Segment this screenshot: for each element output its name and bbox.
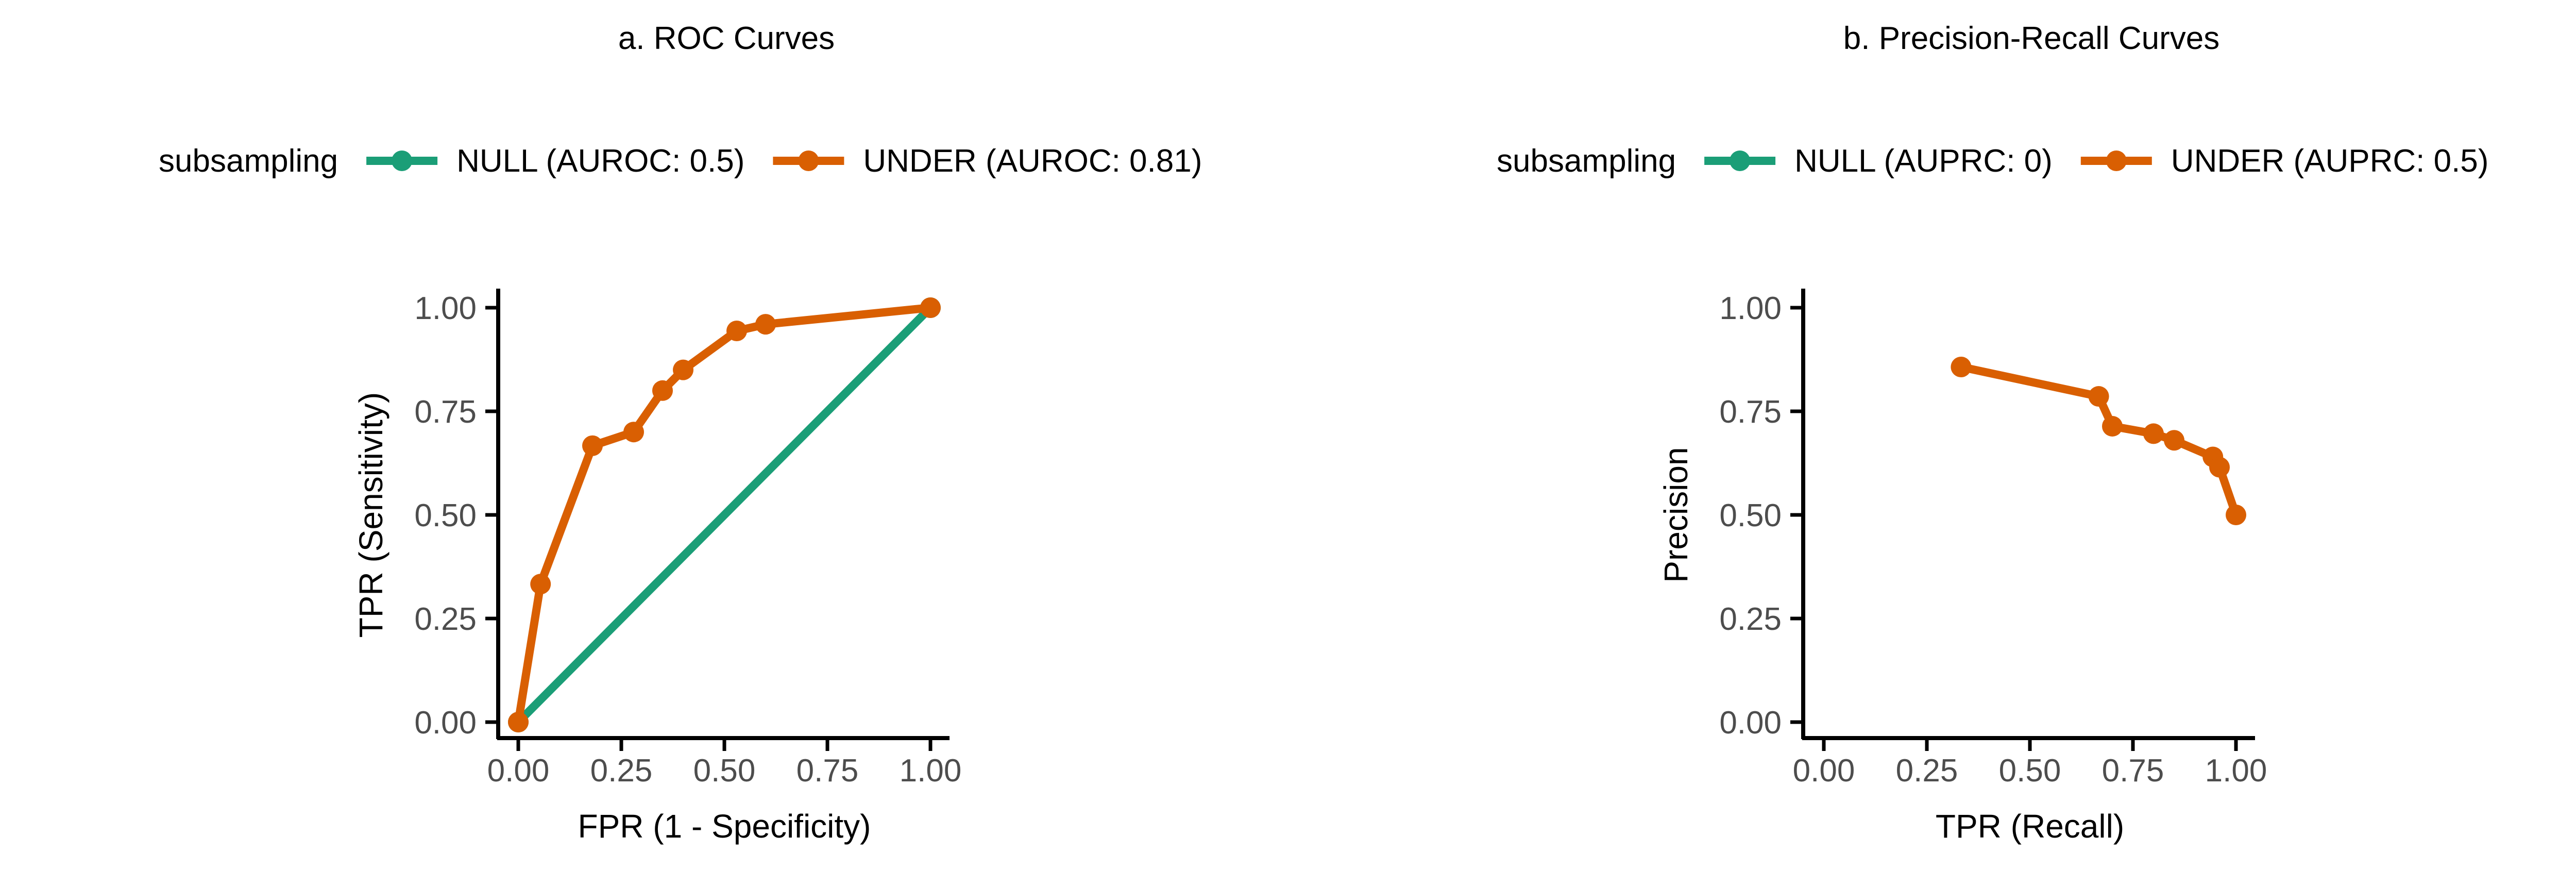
y-tick-label: 0.50 — [414, 498, 477, 533]
x-tick-label: 0.25 — [1896, 753, 1958, 789]
legend-title: subsampling — [159, 143, 338, 179]
data-point — [1951, 356, 1972, 377]
legend-title: subsampling — [1497, 143, 1676, 179]
x-tick-label: 0.75 — [2102, 753, 2164, 789]
y-tick-label: 1.00 — [1719, 291, 1782, 326]
data-point — [582, 435, 603, 456]
data-point — [2102, 415, 2123, 437]
data-point — [508, 712, 529, 732]
chart-panel-pr: b. Precision-Recall Curves subsampling NUL… — [1497, 21, 2488, 845]
y-tick-label: 0.25 — [414, 601, 477, 637]
legend-entry: NULL (AUROC: 0.5) — [456, 143, 744, 179]
data-point — [2209, 457, 2230, 478]
legend-entry: NULL (AUPRC: 0) — [1794, 143, 2053, 179]
series-line — [515, 305, 934, 725]
series-under — [1951, 356, 2246, 525]
legend-entry: UNDER (AUPRC: 0.5) — [2171, 143, 2489, 179]
x-axis-label: FPR (1 - Specificity) — [578, 808, 871, 845]
x-tick-label: 1.00 — [900, 753, 962, 789]
y-tick-label: 0.25 — [1719, 601, 1782, 637]
legend: subsampling NULL (AUROC: 0.5) UNDER (AUROC… — [159, 143, 1202, 179]
chart-panel-roc: a. ROC Curves subsampling NULL (AUROC: 0.5… — [159, 21, 1202, 845]
y-axis-label: TPR (Sensitivity) — [352, 392, 389, 638]
legend: subsampling NULL (AUPRC: 0) UNDER (AUPRC: … — [1497, 143, 2488, 179]
y-tick-label: 0.75 — [414, 394, 477, 430]
x-tick-label: 1.00 — [2205, 753, 2267, 789]
chart-title: a. ROC Curves — [618, 21, 835, 56]
legend-key-point — [392, 151, 413, 171]
x-axis-label: TPR (Recall) — [1936, 808, 2124, 845]
x-tick-label: 0.50 — [1999, 753, 2061, 789]
data-point — [2226, 505, 2246, 525]
data-point — [652, 380, 673, 401]
legend-entry: UNDER (AUROC: 0.81) — [863, 143, 1202, 179]
data-point — [530, 574, 551, 595]
y-tick-label: 1.00 — [414, 291, 477, 326]
data-point — [726, 321, 747, 342]
y-tick-label: 0.00 — [1719, 705, 1782, 741]
y-axis-label: Precision — [1657, 447, 1694, 582]
legend-key-point — [2106, 151, 2127, 171]
data-point — [755, 314, 776, 335]
data-point — [920, 297, 941, 318]
data-point — [2164, 430, 2184, 451]
data-point — [2143, 423, 2164, 444]
x-tick-label: 0.25 — [590, 753, 653, 789]
data-point — [2088, 386, 2109, 407]
data-point — [673, 359, 693, 380]
y-tick-label: 0.00 — [414, 705, 477, 741]
y-tick-label: 0.50 — [1719, 498, 1782, 533]
series-under — [508, 297, 941, 732]
y-tick-label: 0.75 — [1719, 394, 1782, 430]
x-tick-label: 0.00 — [487, 753, 550, 789]
x-tick-label: 0.50 — [693, 753, 756, 789]
legend-key-point — [1730, 151, 1751, 171]
x-tick-label: 0.00 — [1793, 753, 1855, 789]
x-tick-label: 0.75 — [796, 753, 859, 789]
legend-key-point — [798, 151, 819, 171]
data-point — [623, 422, 644, 443]
chart-title: b. Precision-Recall Curves — [1843, 21, 2219, 56]
